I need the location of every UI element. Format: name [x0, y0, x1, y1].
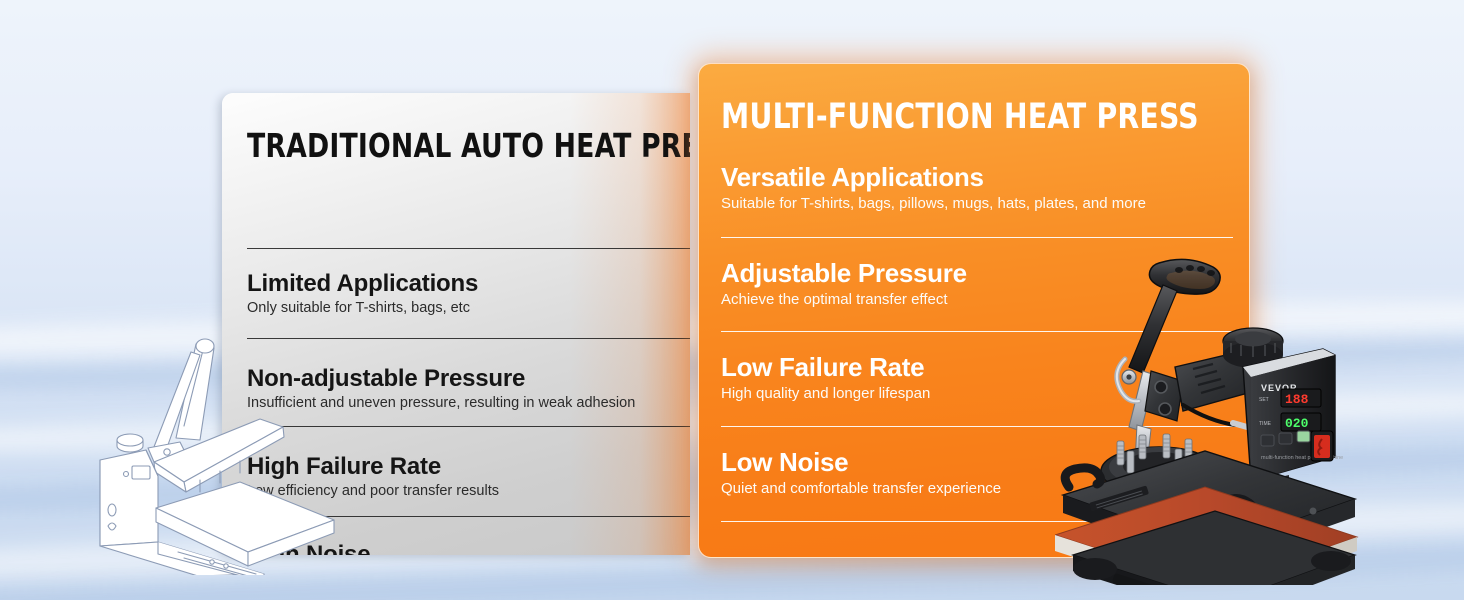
svg-text:SET: SET [1259, 397, 1269, 403]
multifunction-feature-row-1: Versatile Applications Suitable for T-sh… [721, 162, 1236, 213]
multifunction-divider-1 [721, 237, 1233, 238]
traditional-panel-title: TRADITIONAL AUTO HEAT PRESS [247, 126, 690, 165]
multifunction-divider-3 [721, 426, 1233, 427]
svg-text:VEVOR: VEVOR [1261, 383, 1298, 393]
svg-text:188: 188 [1285, 392, 1309, 407]
feature-detail: Only suitable for T-shirts, bags, etc [247, 300, 470, 317]
traditional-feature-row-3: High Failure Rate Low efficiency and poo… [247, 454, 690, 501]
multifunction-feature-row-3: Low Failure Rate High quality and longer… [721, 352, 1236, 403]
svg-text:multi-function heat press mach: multi-function heat press machine [1261, 455, 1343, 461]
feature-detail: Low efficiency and poor transfer results [247, 483, 500, 500]
traditional-divider-4 [247, 516, 690, 517]
feature-detail: High quality and longer lifespan [721, 385, 931, 403]
feature-detail: Achieve the optimal transfer effect [721, 291, 948, 309]
multifunction-divider-4 [721, 521, 1233, 522]
feature-heading: Versatile Applications [721, 162, 984, 192]
svg-text:TIME: TIME [1259, 421, 1272, 427]
feature-heading: Adjustable Pressure [721, 258, 967, 288]
feature-detail: Insufficient and uneven pressure, result… [247, 395, 636, 412]
traditional-divider-2 [247, 338, 690, 339]
multifunction-divider-2 [721, 331, 1233, 332]
traditional-divider-3 [247, 426, 690, 427]
feature-detail: Suitable for T-shirts, bags, pillows, mu… [721, 195, 1146, 213]
traditional-divider-1 [247, 248, 690, 249]
multifunction-feature-row-2: Adjustable Pressure Achieve the optimal … [721, 258, 1236, 309]
feature-heading: High Failure Rate [247, 453, 441, 480]
feature-heading: Low Failure Rate [721, 352, 925, 382]
multifunction-feature-row-4: Low Noise Quiet and comfortable transfer… [721, 447, 1236, 498]
feature-heading: Non-adjustable Pressure [247, 365, 526, 392]
traditional-press-card: TRADITIONAL AUTO HEAT PRESS Limited Appl… [222, 93, 690, 555]
multifunction-panel-title: MULTI-FUNCTION HEAT PRESS [721, 97, 1199, 137]
feature-heading: Limited Applications [247, 270, 479, 297]
traditional-feature-row-2: Non-adjustable Pressure Insufficient and… [247, 366, 690, 413]
svg-text:020: 020 [1285, 416, 1309, 431]
feature-detail: Quiet and comfortable transfer experienc… [721, 480, 1002, 498]
clamshell-press-line-drawing [88, 330, 353, 583]
traditional-feature-row-1: Limited Applications Only suitable for T… [247, 271, 690, 318]
multifunction-press-photo: VEVOR 188 020 SET TIME multi-function h [1053, 255, 1455, 600]
feature-heading: Low Noise [721, 447, 849, 477]
